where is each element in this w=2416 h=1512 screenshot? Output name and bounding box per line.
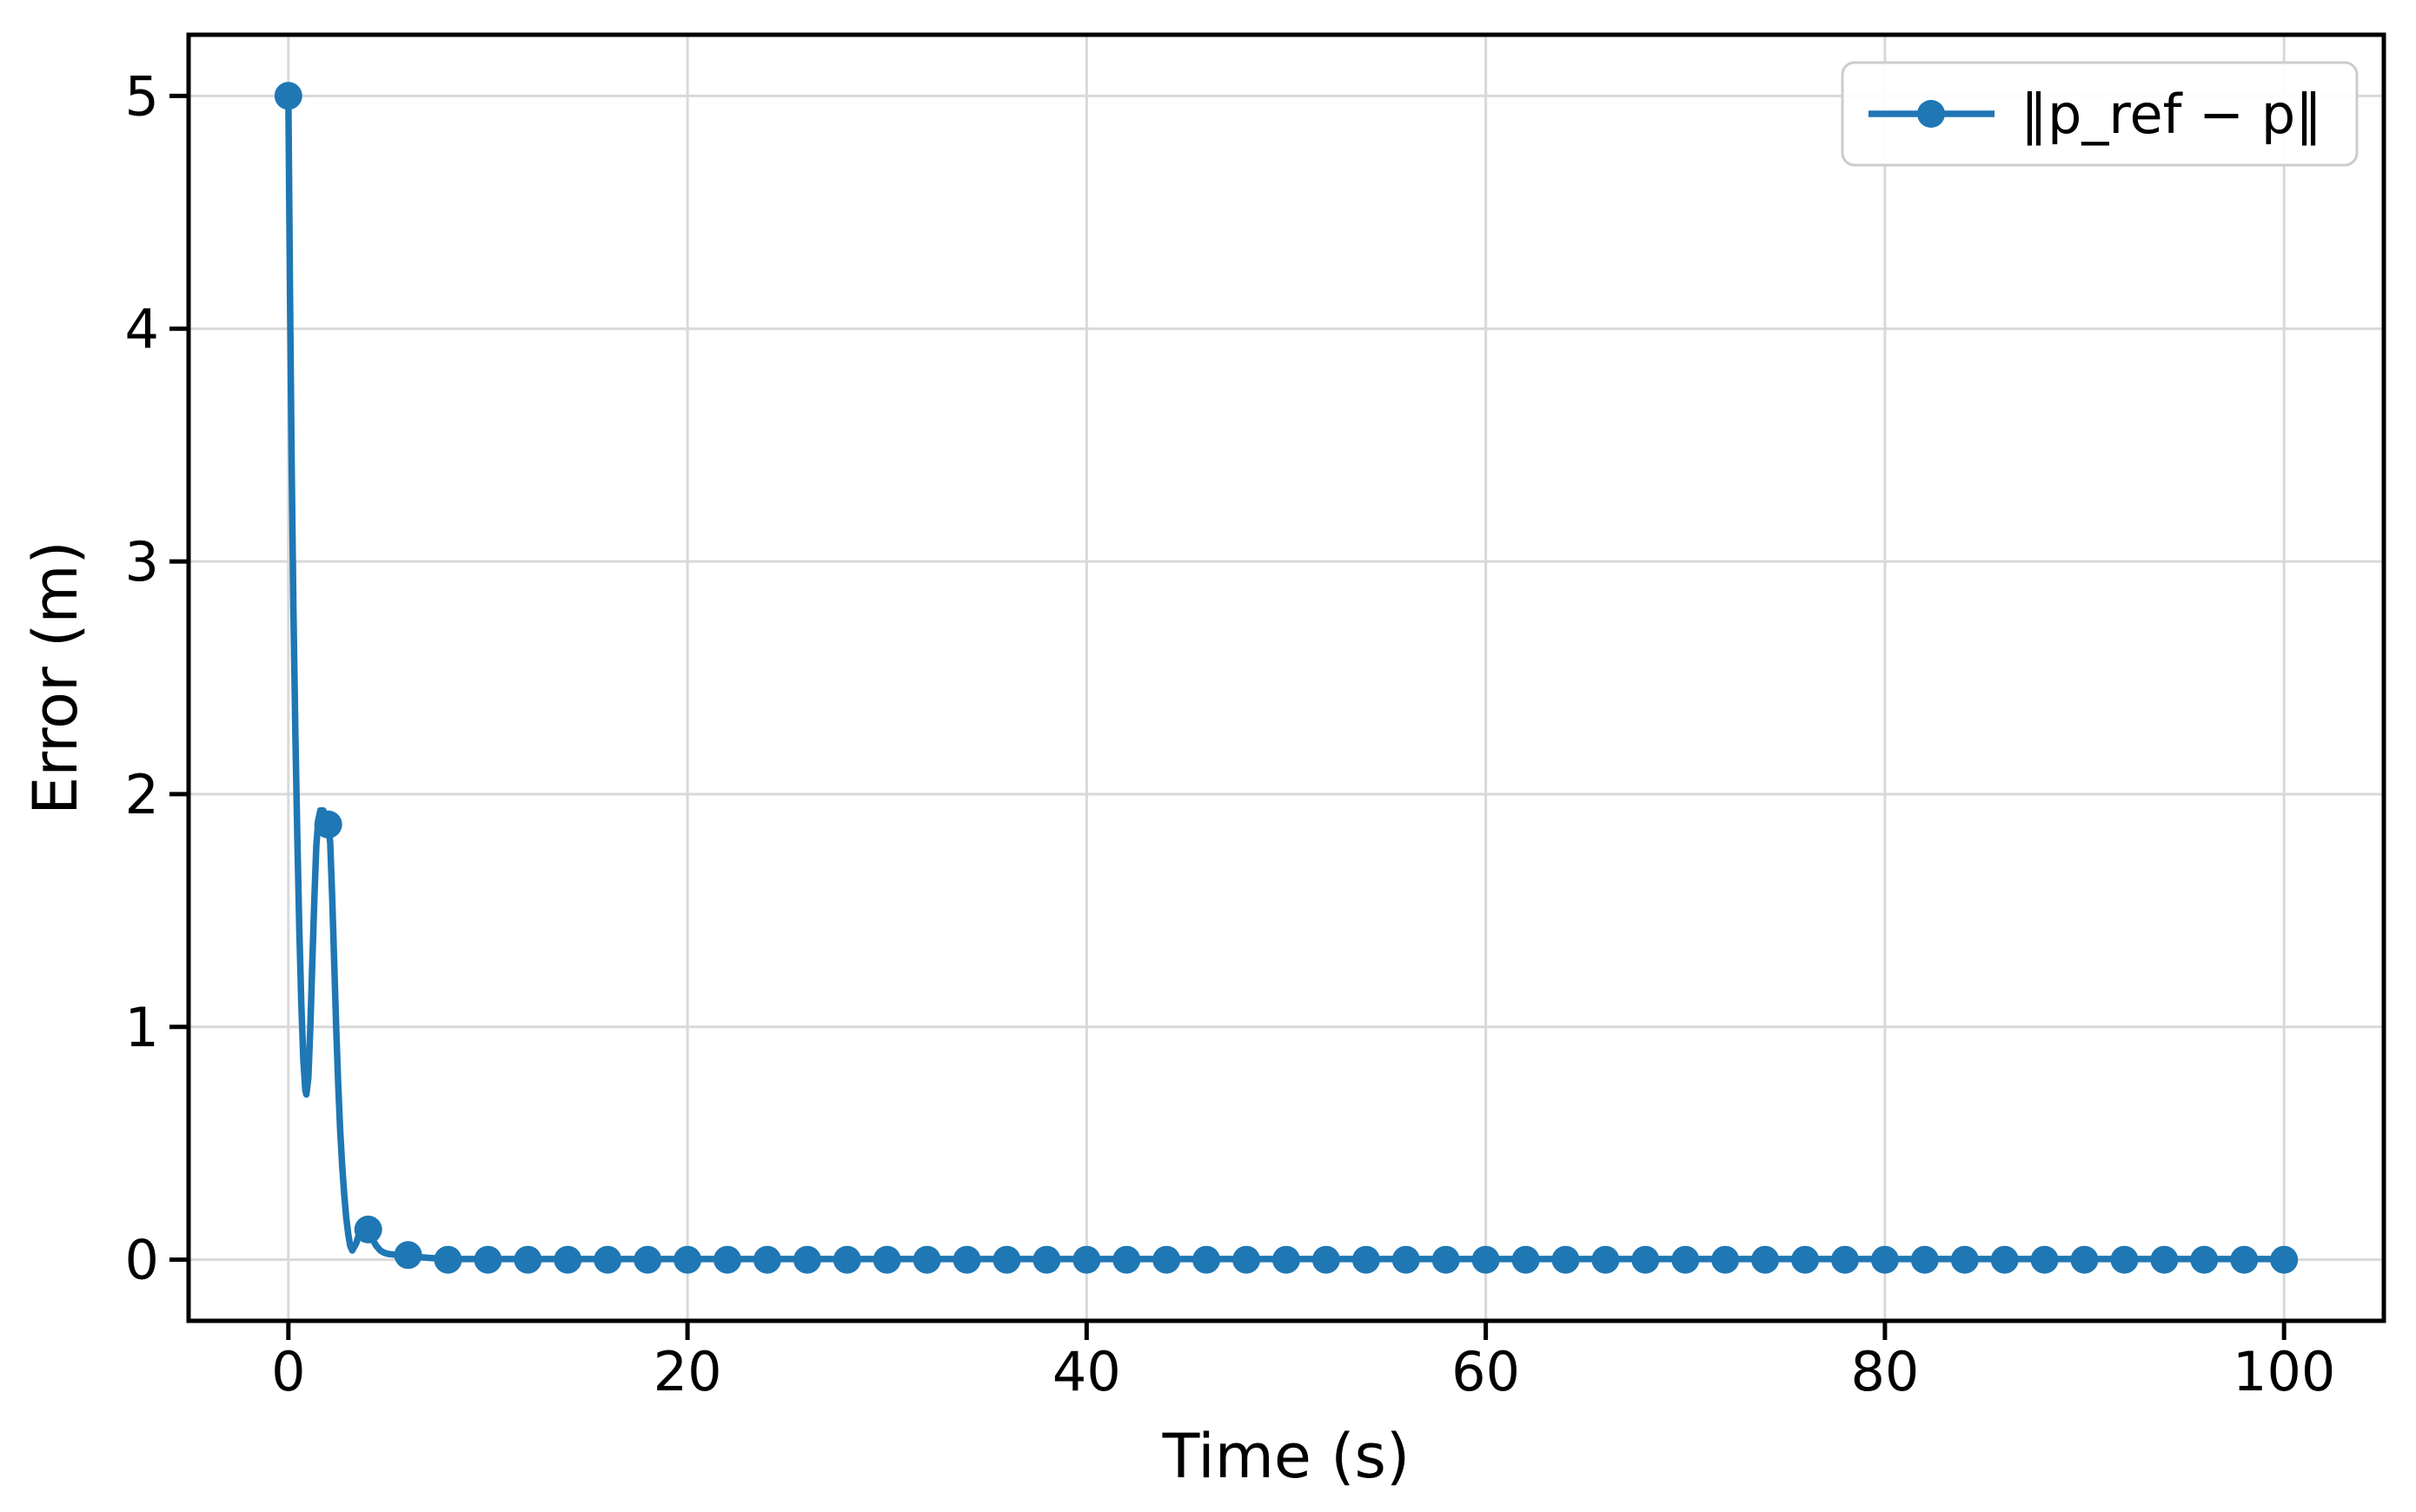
y-tick-label: 3 (125, 530, 159, 594)
data-point-marker (1831, 1245, 1859, 1274)
data-point-marker (1591, 1245, 1620, 1274)
data-point-marker (674, 1245, 702, 1274)
data-point-marker (913, 1245, 941, 1274)
data-point-marker (1511, 1245, 1540, 1274)
data-point-marker (1232, 1245, 1261, 1274)
error-series-markers (274, 82, 2299, 1274)
data-point-marker (2270, 1245, 2299, 1274)
data-point-marker (634, 1245, 662, 1274)
data-point-marker (2230, 1245, 2259, 1274)
data-point-marker (2110, 1245, 2139, 1274)
y-tick-label: 4 (125, 297, 159, 361)
data-point-marker (1032, 1245, 1061, 1274)
data-point-marker (474, 1245, 502, 1274)
data-point-marker (274, 82, 302, 110)
data-point-marker (753, 1245, 781, 1274)
data-point-marker (1351, 1245, 1380, 1274)
data-point-marker (2070, 1245, 2099, 1274)
data-point-marker (1551, 1245, 1580, 1274)
data-point-marker (1711, 1245, 1740, 1274)
data-point-marker (1431, 1245, 1460, 1274)
gridlines (189, 35, 2384, 1321)
data-point-marker (1152, 1245, 1181, 1274)
data-point-marker (1791, 1245, 1820, 1274)
data-point-marker (992, 1245, 1021, 1274)
legend: ‖p_ref − p‖ (1841, 61, 2359, 167)
data-point-marker (1870, 1245, 1899, 1274)
y-tick-label: 0 (125, 1229, 159, 1292)
data-point-marker (952, 1245, 981, 1274)
x-axis-label: Time (s) (1162, 1421, 1410, 1492)
x-tick-label: 100 (2233, 1340, 2335, 1403)
data-point-marker (1990, 1245, 2019, 1274)
data-point-marker (354, 1215, 382, 1243)
data-point-marker (793, 1245, 821, 1274)
data-point-marker (1631, 1245, 1660, 1274)
data-point-marker (1950, 1245, 1979, 1274)
data-point-marker (554, 1245, 582, 1274)
error-series (274, 82, 2299, 1274)
x-tick-label: 80 (1850, 1340, 1919, 1403)
data-point-marker (1910, 1245, 1939, 1274)
data-point-marker (394, 1241, 422, 1270)
data-point-marker (434, 1245, 462, 1274)
x-tick-label: 20 (654, 1340, 722, 1403)
legend-circle-marker-icon (1917, 100, 1945, 128)
data-point-marker (833, 1245, 861, 1274)
x-tick-label: 0 (271, 1340, 305, 1403)
data-point-marker (2150, 1245, 2179, 1274)
data-point-marker (1112, 1245, 1141, 1274)
data-point-marker (1072, 1245, 1101, 1274)
data-point-marker (1192, 1245, 1221, 1274)
y-tick-label: 2 (125, 763, 159, 826)
data-point-marker (1311, 1245, 1340, 1274)
data-point-marker (1751, 1245, 1780, 1274)
legend-box (1841, 61, 2359, 167)
data-point-marker (1471, 1245, 1500, 1274)
data-point-marker (873, 1245, 901, 1274)
data-point-marker (1391, 1245, 1420, 1274)
x-tick-labels: 0 20 40 60 80 100 (271, 1340, 2335, 1403)
y-tick-label: 5 (125, 64, 159, 128)
data-point-marker (594, 1245, 622, 1274)
x-tick-label: 60 (1451, 1340, 1520, 1403)
axis-ticks (169, 93, 2287, 1340)
x-tick-label: 40 (1052, 1340, 1121, 1403)
data-point-marker (2190, 1245, 2219, 1274)
plot-frame (186, 32, 2386, 1323)
y-tick-labels: 0 1 2 3 4 5 (125, 64, 159, 1291)
y-axis-label: Error (m) (20, 540, 91, 815)
data-point-marker (314, 810, 342, 839)
data-point-marker (1272, 1245, 1300, 1274)
data-point-marker (714, 1245, 741, 1274)
data-point-marker (514, 1245, 542, 1274)
y-tick-label: 1 (125, 996, 159, 1059)
data-point-marker (2030, 1245, 2059, 1274)
legend-label: ‖p_ref − p‖ (2021, 83, 2322, 147)
data-point-marker (1671, 1245, 1700, 1274)
error-series-line (285, 92, 2287, 1263)
